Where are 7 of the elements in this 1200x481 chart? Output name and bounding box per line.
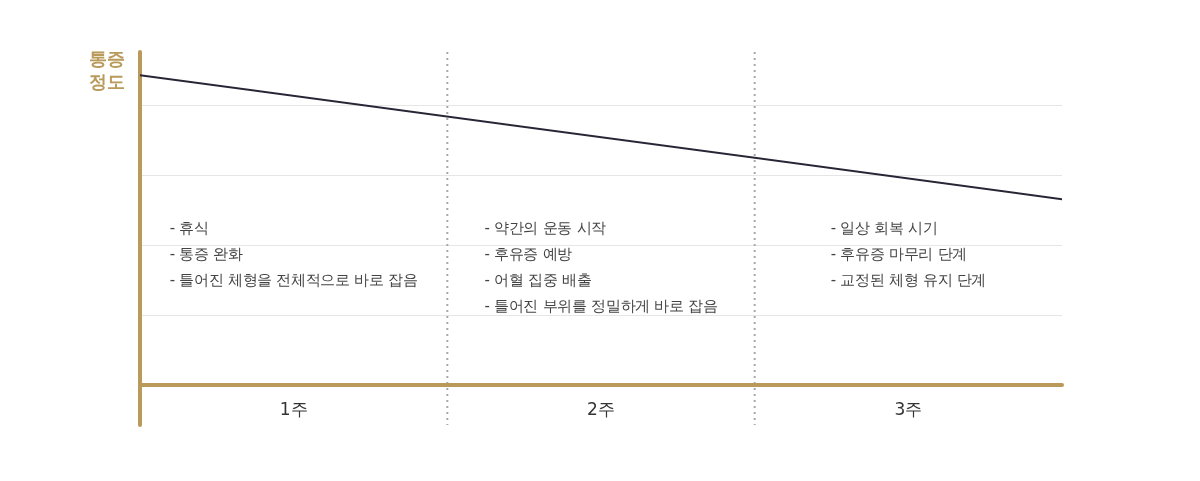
annotation: - 약간의 운동 시작 - 후유증 예방 - 어혈 집중 배출 - 틀어진 부위를 정밀하게 바로 잡음 bbox=[484, 218, 718, 318]
y-axis-title: 통증 정도 bbox=[88, 47, 126, 93]
x-tick-label: 1주 bbox=[279, 398, 308, 419]
x-tick-label: 2주 bbox=[587, 398, 615, 419]
annotation: - 휴식 - 통증 완화 - 틀어진 체형을 전체적으로 바로 잡음 bbox=[169, 218, 418, 292]
x-tick-label: 3주 bbox=[894, 398, 923, 419]
annotation: - 일상 회복 시기 - 후유증 마무리 단계 - 교정된 체형 유지 단계 bbox=[830, 218, 987, 292]
